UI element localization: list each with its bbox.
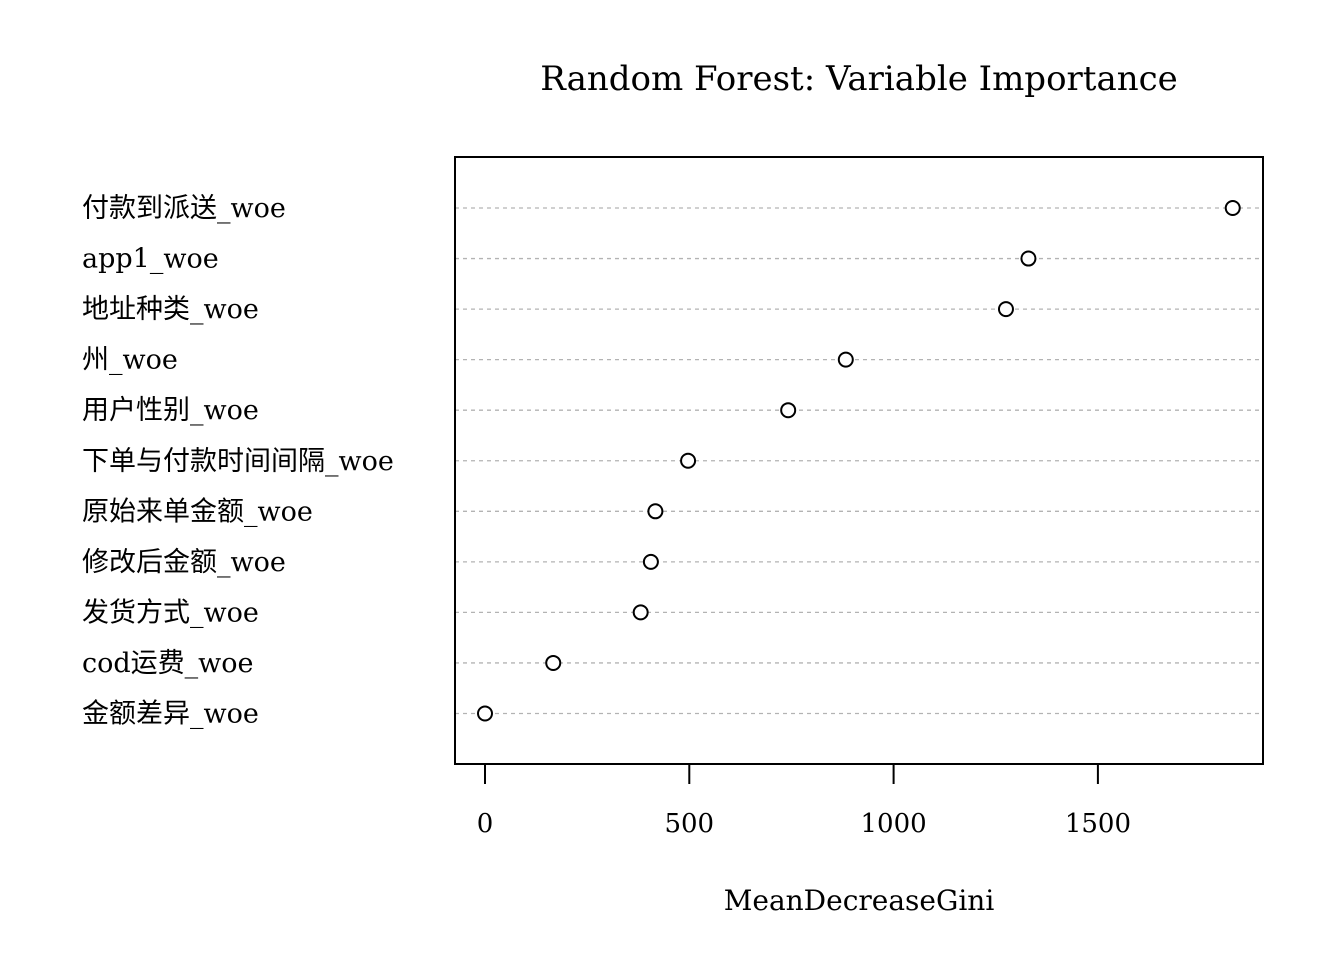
category-labels: 付款到派送_woe app1_woe 地址种类_woe 州_woe 用户性别_woe 下单… [82,193,394,730]
data-point [545,654,562,671]
data-point [477,705,493,722]
category-label: app1_woe [82,244,219,275]
x-tick-label: 500 [664,809,714,839]
data-point [997,301,1014,318]
category-label: 金额差异_woe [82,699,259,730]
category-label: 原始来单金额_woe [82,496,313,527]
data-point [1224,200,1241,216]
category-label: 付款到派送_woe [82,193,286,224]
data-point [837,351,854,368]
data-point [1020,250,1037,267]
category-label: 用户性别_woe [82,395,259,426]
data-point [647,503,664,520]
data-point [780,402,797,419]
x-tick-label: 1500 [1065,809,1131,839]
data-points [477,200,1241,722]
category-label: 修改后金额_woe [82,547,286,578]
data-point [642,553,659,570]
x-axis-label: MeanDecreaseGini [724,884,995,917]
category-label: cod运费_woe [82,648,254,679]
x-tick-label: 0 [477,809,494,839]
category-label: 下单与付款时间间隔_woe [82,446,394,477]
category-label: 发货方式_woe [82,597,259,628]
grid-lines [455,207,1263,715]
category-label: 地址种类_woe [82,294,259,325]
category-label: 州_woe [82,345,178,376]
x-tick-label: 1000 [861,809,927,839]
data-point [680,452,697,469]
chart-title: Random Forest: Variable Importance [540,59,1178,99]
x-axis: 0 500 1000 1500 [477,763,1131,839]
data-point [632,604,649,621]
